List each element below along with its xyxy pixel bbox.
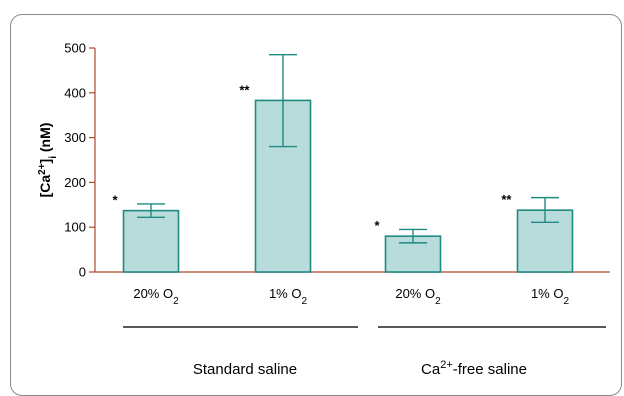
category-label: 1% O2 bbox=[531, 286, 570, 307]
category-label: 1% O2 bbox=[269, 286, 308, 307]
chart-frame bbox=[10, 14, 622, 396]
significance-marker: ** bbox=[239, 82, 250, 97]
significance-marker: * bbox=[112, 193, 118, 208]
group-label: Ca2+-free saline bbox=[421, 359, 527, 378]
significance-marker: ** bbox=[501, 192, 512, 207]
y-tick-label: 400 bbox=[64, 85, 86, 100]
y-tick-label: 0 bbox=[79, 265, 86, 280]
y-tick-label: 200 bbox=[64, 175, 86, 190]
category-label: 20% O2 bbox=[133, 286, 179, 307]
y-tick-label: 100 bbox=[64, 220, 86, 235]
y-ticks: 0 100 200 300 400 500 bbox=[64, 41, 95, 280]
significance-marker: * bbox=[374, 218, 380, 233]
y-tick-label: 500 bbox=[64, 41, 86, 56]
y-tick-label: 300 bbox=[64, 130, 86, 145]
group-label: Standard saline bbox=[193, 361, 297, 378]
y-axis-title: [Ca2+]i (nM) bbox=[37, 123, 59, 198]
significance-markers: ****** bbox=[112, 82, 512, 233]
group-labels: Standard saline Ca2+-free saline bbox=[123, 326, 606, 378]
category-labels: 20% O2 1% O2 20% O2 1% O2 bbox=[133, 286, 569, 307]
error-bars bbox=[137, 54, 559, 244]
y-axis-label: [Ca2+]i (nM) bbox=[37, 123, 59, 198]
bars bbox=[122, 99, 574, 273]
bar bbox=[122, 209, 180, 273]
category-label: 20% O2 bbox=[395, 286, 441, 307]
